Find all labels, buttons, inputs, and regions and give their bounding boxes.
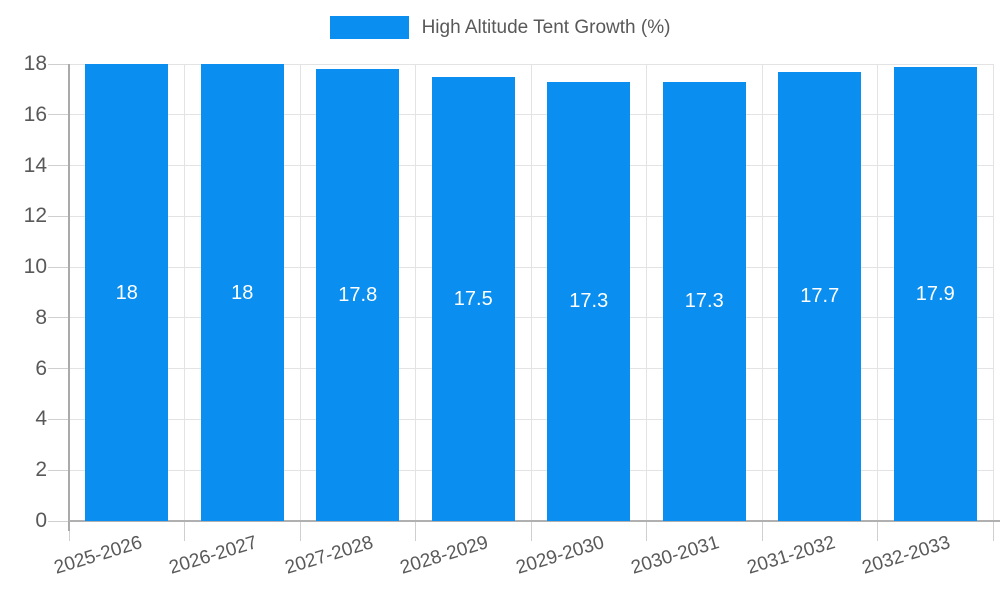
x-tick-mark [646,522,647,541]
y-axis-line [68,64,70,531]
bar[interactable] [547,81,631,521]
gridline-vertical [415,64,416,521]
bar-value-label: 17.3 [684,290,724,313]
x-axis-line [69,520,1000,522]
x-tick-mark [877,522,878,541]
gridline-vertical [530,64,532,521]
y-tick-label: 18 [23,52,47,75]
y-tick-label: 0 [35,509,47,532]
gridline-vertical [646,64,647,521]
y-tick-label: 14 [23,153,47,177]
x-tick-mark [530,522,532,541]
y-tick-mark [48,114,69,116]
y-tick-mark [48,520,69,522]
legend[interactable]: High Altitude Tent Growth (%) [0,16,1000,39]
legend-label: High Altitude Tent Growth (%) [421,16,671,38]
y-tick-mark [48,418,69,420]
bar[interactable] [662,81,746,521]
bar[interactable] [778,71,862,521]
bar[interactable] [431,76,515,521]
x-tick-label: 2025-2026 [51,532,145,579]
x-tick-mark [184,522,185,541]
y-tick-mark [48,317,69,319]
x-tick-label: 2032-2033 [860,532,954,579]
y-tick-mark [48,368,69,370]
y-tick-label: 10 [23,255,47,279]
bar[interactable] [316,69,400,521]
x-tick-mark [761,522,763,541]
y-tick-mark [48,63,69,65]
x-tick-label: 2026-2027 [167,532,261,579]
bar[interactable] [85,64,169,521]
y-tick-label: 6 [35,356,47,380]
y-tick-label: 12 [23,204,47,228]
gridline-vertical [877,64,878,521]
bar-value-label: 17.9 [915,282,955,305]
bar-value-label: 17.3 [569,290,609,313]
bar[interactable] [893,66,977,521]
bar[interactable] [200,64,284,521]
gridline-vertical [761,64,763,521]
gridline-vertical [299,64,301,521]
x-tick-label: 2029-2030 [513,532,607,579]
x-tick-label: 2031-2032 [744,532,838,579]
x-tick-label: 2030-2031 [629,532,723,579]
y-tick-label: 4 [35,407,47,431]
x-tick-mark [68,522,70,541]
y-tick-label: 2 [35,458,47,482]
gridline-vertical [992,64,994,521]
bar-value-label: 17.8 [338,284,378,307]
y-tick-mark [48,215,69,217]
x-tick-label: 2027-2028 [282,532,376,579]
y-tick-mark [48,469,69,471]
gridline-vertical [184,64,185,521]
y-tick-label: 16 [23,102,47,126]
y-tick-mark [48,165,69,167]
y-tick-label: 8 [35,305,47,329]
x-tick-mark [415,522,416,541]
x-tick-label: 2028-2029 [398,532,492,579]
legend-swatch [329,16,409,39]
bar-value-label: 17.5 [453,287,493,310]
y-tick-mark [48,266,69,268]
x-tick-mark [992,522,994,541]
bar-value-label: 18 [115,281,138,304]
bar-value-label: 18 [231,281,254,304]
bar-value-label: 17.7 [800,285,840,308]
x-tick-mark [299,522,301,541]
